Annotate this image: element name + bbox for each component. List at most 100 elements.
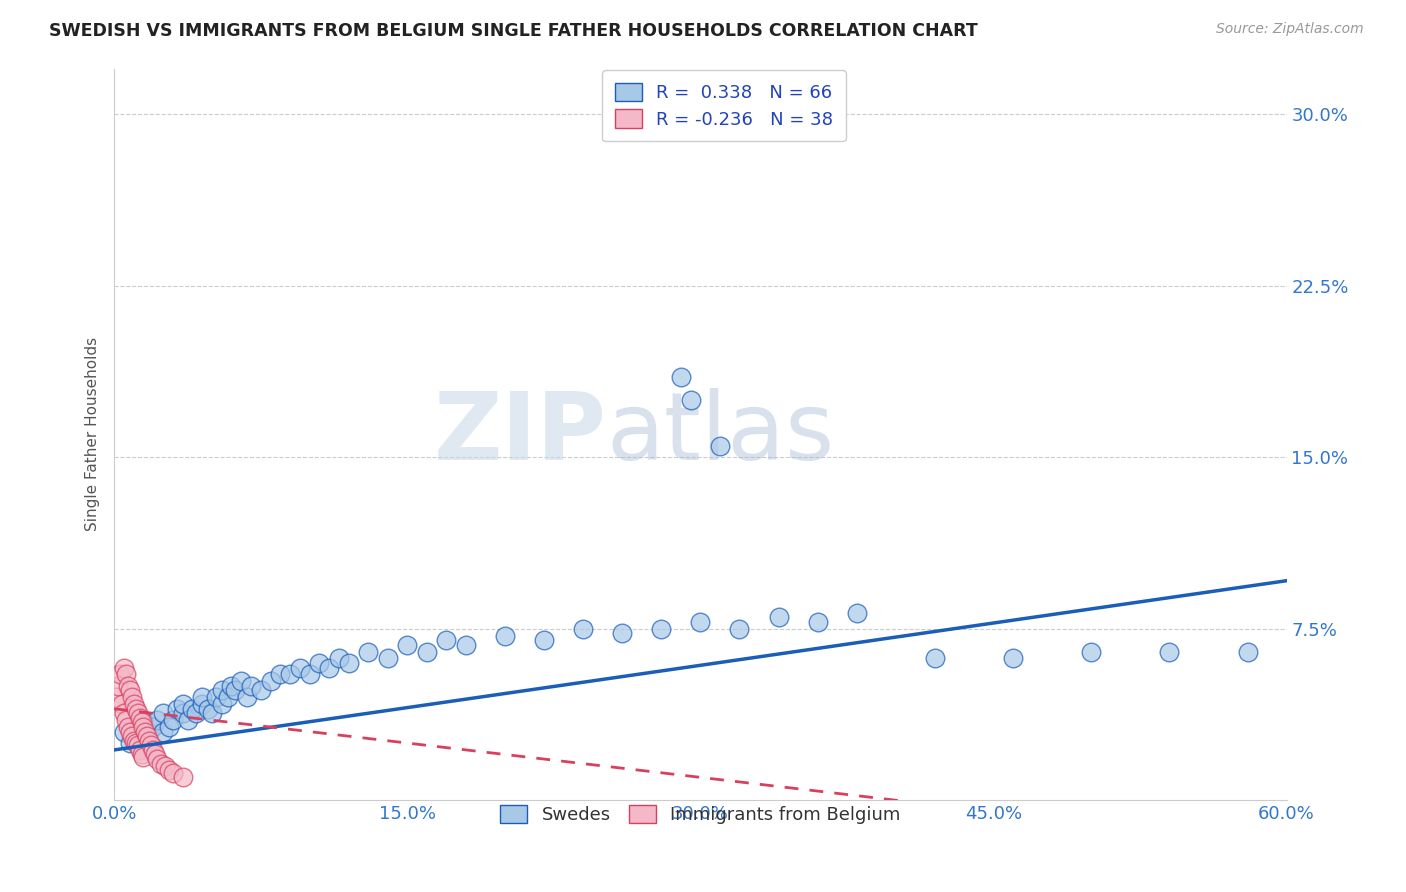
Point — [172, 770, 194, 784]
Point — [177, 713, 200, 727]
Point — [162, 765, 184, 780]
Point — [572, 622, 595, 636]
Point — [924, 651, 946, 665]
Point — [128, 743, 150, 757]
Point — [146, 752, 169, 766]
Point — [142, 720, 165, 734]
Point — [318, 660, 340, 674]
Point — [128, 711, 150, 725]
Point — [117, 720, 139, 734]
Point — [709, 439, 731, 453]
Point — [217, 690, 239, 705]
Point — [143, 747, 166, 762]
Point — [122, 729, 145, 743]
Point — [118, 736, 141, 750]
Point — [132, 720, 155, 734]
Point — [612, 626, 634, 640]
Point — [728, 622, 751, 636]
Point — [172, 697, 194, 711]
Point — [131, 747, 153, 762]
Point — [112, 660, 135, 674]
Point — [288, 660, 311, 674]
Point — [122, 697, 145, 711]
Text: SWEDISH VS IMMIGRANTS FROM BELGIUM SINGLE FATHER HOUSEHOLDS CORRELATION CHART: SWEDISH VS IMMIGRANTS FROM BELGIUM SINGL… — [49, 22, 979, 40]
Point — [112, 706, 135, 721]
Point — [191, 690, 214, 705]
Y-axis label: Single Father Households: Single Father Households — [86, 337, 100, 532]
Text: atlas: atlas — [606, 388, 835, 481]
Point — [669, 370, 692, 384]
Point — [768, 610, 790, 624]
Point — [328, 651, 350, 665]
Point — [111, 697, 134, 711]
Point — [201, 706, 224, 721]
Point — [434, 633, 457, 648]
Point — [125, 702, 148, 716]
Point — [132, 713, 155, 727]
Point — [278, 667, 301, 681]
Point — [138, 724, 160, 739]
Point — [136, 729, 159, 743]
Point — [377, 651, 399, 665]
Point — [416, 644, 439, 658]
Point — [162, 713, 184, 727]
Point — [112, 724, 135, 739]
Point — [146, 713, 169, 727]
Point — [152, 706, 174, 721]
Point — [211, 697, 233, 711]
Point — [269, 667, 291, 681]
Legend: Swedes, Immigrants from Belgium: Swedes, Immigrants from Belgium — [489, 794, 911, 835]
Point — [1236, 644, 1258, 658]
Point — [259, 674, 281, 689]
Point — [115, 713, 138, 727]
Point — [107, 679, 129, 693]
Point — [494, 629, 516, 643]
Point — [157, 764, 180, 778]
Point — [204, 690, 226, 705]
Point — [191, 697, 214, 711]
Point — [131, 715, 153, 730]
Point — [1159, 644, 1181, 658]
Point — [689, 615, 711, 629]
Point — [117, 679, 139, 693]
Point — [197, 702, 219, 716]
Point — [845, 606, 868, 620]
Point — [132, 749, 155, 764]
Point — [396, 638, 419, 652]
Point — [454, 638, 477, 652]
Point — [231, 674, 253, 689]
Point — [166, 702, 188, 716]
Point — [533, 633, 555, 648]
Text: ZIP: ZIP — [433, 388, 606, 481]
Point — [308, 656, 330, 670]
Point — [211, 683, 233, 698]
Point — [105, 690, 128, 705]
Point — [118, 724, 141, 739]
Text: Source: ZipAtlas.com: Source: ZipAtlas.com — [1216, 22, 1364, 37]
Point — [679, 393, 702, 408]
Point — [236, 690, 259, 705]
Point — [132, 729, 155, 743]
Point — [221, 679, 243, 693]
Point — [127, 706, 149, 721]
Point — [152, 724, 174, 739]
Point — [181, 702, 204, 716]
Point — [127, 739, 149, 753]
Point — [157, 720, 180, 734]
Point — [142, 743, 165, 757]
Point — [807, 615, 830, 629]
Point — [153, 759, 176, 773]
Point — [115, 667, 138, 681]
Point — [249, 683, 271, 698]
Point — [138, 733, 160, 747]
Point — [186, 706, 208, 721]
Point — [239, 679, 262, 693]
Point — [224, 683, 246, 698]
Point — [134, 724, 156, 739]
Point — [127, 720, 149, 734]
Point — [108, 667, 131, 681]
Point — [172, 706, 194, 721]
Point — [150, 756, 173, 771]
Point — [1002, 651, 1025, 665]
Point — [337, 656, 360, 670]
